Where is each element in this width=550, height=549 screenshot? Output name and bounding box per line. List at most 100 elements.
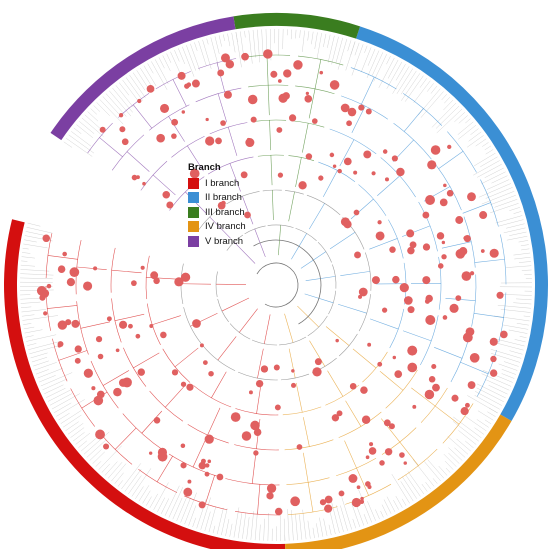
leaf-line <box>487 411 496 417</box>
leaf-line <box>476 419 489 428</box>
leaf-line <box>295 29 297 39</box>
leaf-line <box>95 461 102 467</box>
leaf-line <box>75 432 91 445</box>
leaf-line <box>476 383 506 399</box>
clade-spoke <box>47 305 78 309</box>
bootstrap-node <box>282 92 290 100</box>
leaf-line <box>72 432 85 442</box>
leaf-line <box>168 487 184 518</box>
bootstrap-node <box>274 404 281 411</box>
leaf-line <box>467 135 484 148</box>
bootstrap-node <box>368 447 377 455</box>
leaf-line <box>290 29 292 40</box>
bootstrap-node <box>150 271 159 280</box>
leaf-line <box>115 85 134 108</box>
leaf-line <box>363 514 368 525</box>
leaf-line <box>503 361 519 367</box>
leaf-line <box>124 468 142 492</box>
leaf-line <box>235 32 242 68</box>
bootstrap-node <box>406 229 415 238</box>
bootstrap-node <box>121 138 129 146</box>
leaf-line <box>513 211 522 214</box>
clade-arc <box>237 371 278 381</box>
leaf-line <box>34 362 57 371</box>
leaf-line <box>20 301 41 304</box>
leaf-line <box>190 43 200 71</box>
bootstrap-node <box>57 265 66 273</box>
bootstrap-node <box>312 367 322 377</box>
bootstrap-node <box>363 150 372 159</box>
bootstrap-node <box>149 324 154 329</box>
clade-spoke <box>339 139 355 167</box>
leaf-line <box>30 352 48 359</box>
clade-arc <box>45 233 53 278</box>
bootstrap-node <box>137 98 142 104</box>
bootstrap-node <box>171 369 179 376</box>
leaf-line <box>86 439 107 458</box>
leaf-line <box>206 38 209 45</box>
clade-spoke <box>377 175 400 196</box>
clade-spoke <box>434 347 463 359</box>
bootstrap-node <box>431 363 437 370</box>
clade-spoke <box>165 384 186 408</box>
leaf-line <box>478 183 512 198</box>
bootstrap-node <box>156 133 165 143</box>
bootstrap-node <box>358 287 368 297</box>
leaf-line <box>482 369 513 383</box>
bootstrap-node <box>462 332 473 343</box>
bootstrap-node <box>424 389 435 400</box>
bootstrap-node <box>369 442 374 447</box>
leaf-line <box>520 244 529 247</box>
leaf-line <box>503 227 526 234</box>
clade-arc <box>155 71 191 90</box>
leaf-line <box>25 335 34 338</box>
bootstrap-node <box>245 138 255 148</box>
bootstrap-node <box>412 404 417 409</box>
leaf-line <box>444 460 454 470</box>
bootstrap-node <box>171 118 179 126</box>
bootstrap-node <box>135 333 141 339</box>
leaf-line <box>90 108 97 115</box>
leaf-line <box>340 505 348 531</box>
leaf-line <box>481 191 515 205</box>
bootstrap-node <box>241 431 252 441</box>
leaf-line <box>287 509 290 541</box>
bootstrap-node <box>356 485 361 490</box>
leaf-line <box>40 372 73 387</box>
clade-spoke <box>308 203 325 230</box>
bootstrap-node <box>180 462 187 469</box>
leaf-line <box>392 66 410 94</box>
bootstrap-node <box>391 155 398 162</box>
leaf-line <box>142 490 151 504</box>
leaf-line <box>102 96 121 116</box>
bootstrap-node <box>467 381 476 389</box>
leaf-line <box>188 505 197 526</box>
tree-root <box>253 239 322 325</box>
leaf-line <box>194 42 198 51</box>
leaf-line <box>491 175 508 184</box>
leaf-line <box>521 248 530 251</box>
clade-spoke <box>288 348 296 379</box>
bootstrap-node <box>336 410 343 417</box>
clade-spoke <box>174 347 199 368</box>
bootstrap-node <box>382 149 388 154</box>
bootstrap-node <box>489 369 498 377</box>
bootstrap-node <box>160 331 167 339</box>
clade-arc <box>288 155 315 161</box>
leaf-line <box>29 345 59 355</box>
clade-spoke <box>441 241 472 249</box>
bootstrap-node <box>247 94 258 105</box>
leaf-line <box>335 37 343 64</box>
leaf-line <box>162 55 171 71</box>
leaf-line <box>214 36 220 54</box>
leaf-line <box>23 239 37 243</box>
leaf-line <box>341 497 352 530</box>
clade-spoke <box>284 313 294 343</box>
legend-swatch-iv <box>188 221 199 233</box>
ring-segment-iv <box>285 414 512 549</box>
leaf-line <box>223 34 225 41</box>
leaf-line <box>93 105 101 112</box>
clade-spoke <box>337 303 367 314</box>
bootstrap-node <box>305 91 309 96</box>
clade-spoke <box>340 271 371 276</box>
